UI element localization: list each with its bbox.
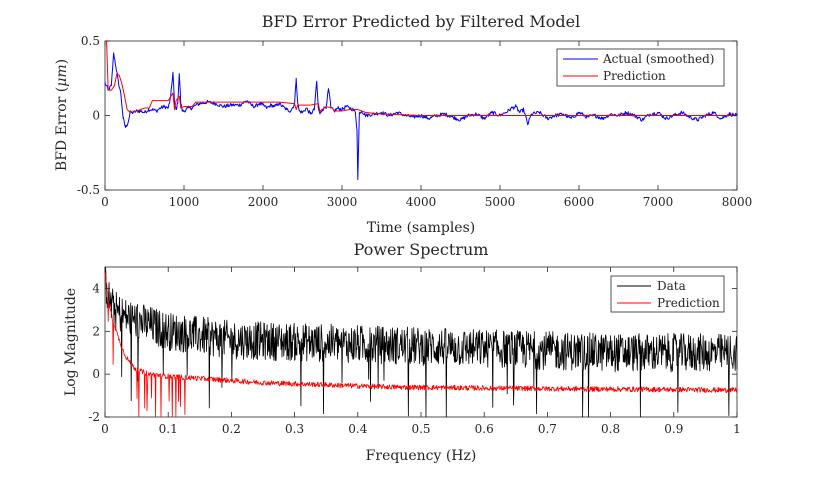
x-tick-label: 6000	[564, 195, 595, 209]
x-tick-label: 4000	[406, 195, 437, 209]
legend: Actual (smoothed) Prediction	[556, 48, 725, 87]
x-tick-label: 5000	[485, 195, 516, 209]
chart-title: Power Spectrum	[354, 240, 489, 259]
x-tick-label: 0.9	[664, 422, 683, 436]
x-tick-label: 8000	[722, 195, 753, 209]
chart-title: BFD Error Predicted by Filtered Model	[262, 12, 580, 31]
x-tick-label: 0.3	[285, 422, 304, 436]
y-axis-label-prefix: BFD Error (	[54, 87, 70, 171]
x-tick-label: 0.4	[348, 422, 367, 436]
y-tick-label: 0.5	[81, 34, 100, 48]
legend-box	[610, 275, 725, 313]
y-axis-label: BFD Error (μm)	[54, 59, 70, 171]
x-tick-label: 2000	[248, 195, 279, 209]
y-tick-label: 0	[92, 367, 100, 381]
series-line-prediction	[105, 40, 737, 116]
x-axis-label: Time (samples)	[367, 220, 475, 236]
y-tick-label: -2	[88, 410, 100, 424]
x-tick-label: 0.5	[411, 422, 430, 436]
series-line-prediction	[104, 272, 738, 418]
x-tick-label: 0.7	[538, 422, 557, 436]
x-tick-label: 1	[733, 422, 741, 436]
legend-label-data: Data	[657, 279, 686, 293]
x-tick-label: 3000	[327, 195, 358, 209]
y-tick-label: 0	[92, 109, 100, 123]
y-axis-label-suffix: )	[54, 59, 70, 64]
x-tick-label: 0	[101, 195, 109, 209]
x-axis-label: Frequency (Hz)	[366, 448, 477, 464]
y-tick-label: -0.5	[77, 183, 100, 197]
legend-label-prediction: Prediction	[603, 69, 666, 83]
x-tick-label: 0.2	[222, 422, 241, 436]
x-tick-label: 1000	[169, 195, 200, 209]
legend-label-prediction: Prediction	[657, 296, 720, 310]
legend-box	[556, 48, 725, 87]
y-axis-label-unit: μm	[54, 64, 70, 86]
x-tick-label: 0	[101, 422, 109, 436]
x-tick-label: 0.6	[475, 422, 494, 436]
legend: Data Prediction	[610, 275, 725, 313]
bfd-error-chart: 0 1000 2000 3000 4000 5000 6000 7000 8000-0.500.…	[54, 12, 752, 236]
y-tick-label: 2	[92, 324, 100, 338]
y-axis-label: Log Magnitude	[63, 288, 79, 396]
x-tick-label: 0.8	[601, 422, 620, 436]
legend-label-actual: Actual (smoothed)	[602, 52, 714, 66]
x-tick-label: 0.1	[159, 422, 178, 436]
series-line-data	[105, 266, 738, 418]
y-tick-label: 4	[92, 281, 100, 295]
x-tick-label: 7000	[643, 195, 674, 209]
